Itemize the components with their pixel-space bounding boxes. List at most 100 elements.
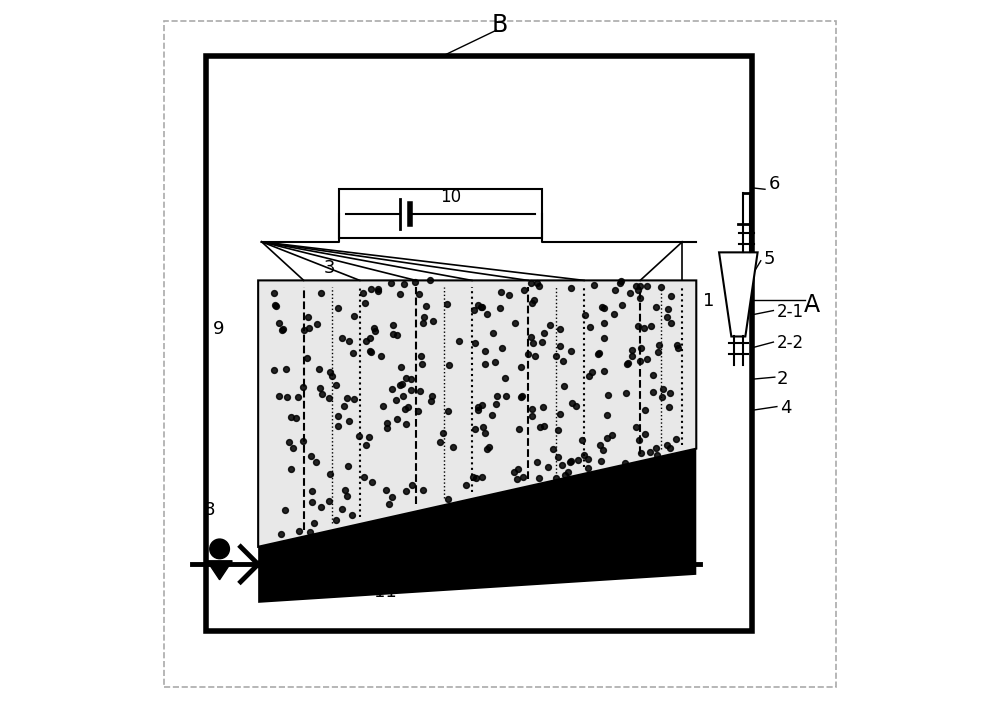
Point — [313, 287, 329, 299]
Point — [526, 294, 542, 306]
Point — [313, 502, 329, 513]
Point — [274, 325, 290, 336]
Point — [525, 337, 541, 348]
Point — [439, 298, 455, 309]
Point — [586, 280, 602, 291]
Point — [278, 363, 294, 374]
Point — [277, 505, 293, 516]
Point — [334, 503, 350, 514]
Point — [432, 437, 448, 448]
Point — [604, 430, 620, 441]
Point — [592, 440, 608, 451]
Point — [283, 463, 299, 475]
Point — [524, 297, 540, 308]
Point — [451, 335, 467, 346]
Point — [591, 347, 607, 358]
Point — [501, 289, 517, 300]
Point — [397, 404, 413, 415]
Point — [285, 442, 301, 454]
Point — [358, 335, 374, 346]
Circle shape — [210, 539, 229, 559]
Point — [655, 383, 671, 395]
Point — [473, 301, 489, 313]
Point — [288, 413, 304, 424]
Point — [378, 484, 394, 496]
Point — [513, 391, 529, 402]
Point — [424, 390, 440, 402]
Point — [514, 390, 530, 402]
Point — [385, 329, 401, 340]
Point — [613, 275, 629, 287]
Point — [366, 322, 382, 333]
Point — [295, 435, 311, 447]
Point — [574, 434, 590, 445]
Point — [529, 456, 545, 468]
Point — [358, 440, 374, 451]
Point — [362, 346, 378, 357]
Point — [474, 400, 490, 411]
Point — [477, 358, 493, 369]
Point — [550, 451, 566, 463]
Point — [302, 526, 318, 538]
Point — [398, 418, 414, 429]
Point — [624, 344, 640, 355]
Text: 4: 4 — [780, 399, 792, 417]
Point — [290, 392, 306, 403]
Point — [423, 396, 439, 407]
Point — [412, 386, 428, 397]
Point — [321, 496, 337, 507]
Point — [361, 431, 377, 442]
Point — [394, 379, 410, 390]
Point — [299, 353, 315, 364]
Point — [580, 454, 596, 465]
Point — [507, 318, 523, 329]
Point — [445, 442, 461, 453]
Point — [304, 496, 320, 508]
Point — [467, 423, 483, 435]
Point — [515, 471, 531, 482]
Point — [479, 308, 495, 320]
Point — [650, 346, 666, 358]
Point — [540, 462, 556, 473]
Point — [383, 277, 399, 288]
Point — [381, 498, 397, 510]
Point — [275, 323, 291, 334]
Point — [379, 418, 395, 429]
Point — [356, 472, 372, 483]
Point — [328, 380, 344, 391]
Point — [662, 442, 678, 454]
Point — [631, 435, 647, 446]
Point — [311, 364, 327, 375]
Point — [363, 347, 379, 358]
Point — [531, 280, 547, 291]
Point — [637, 404, 653, 416]
Point — [308, 457, 324, 468]
Point — [645, 369, 661, 381]
Point — [296, 325, 312, 336]
Point — [364, 477, 380, 488]
Point — [618, 388, 634, 399]
Point — [398, 485, 414, 496]
Point — [542, 320, 558, 331]
Point — [596, 332, 612, 343]
Point — [607, 285, 623, 296]
Point — [351, 430, 367, 442]
Point — [639, 353, 655, 365]
Point — [330, 410, 346, 421]
Point — [468, 472, 484, 484]
Point — [599, 433, 615, 444]
Point — [606, 308, 622, 319]
Point — [593, 456, 609, 467]
Text: 11: 11 — [374, 583, 397, 601]
Point — [532, 422, 548, 433]
Point — [628, 280, 644, 292]
Point — [474, 471, 490, 482]
Point — [396, 278, 412, 290]
Point — [628, 421, 644, 432]
Text: 2: 2 — [777, 369, 788, 388]
Point — [660, 304, 676, 315]
Text: 2-1: 2-1 — [777, 303, 804, 321]
Point — [393, 362, 409, 373]
Point — [328, 515, 344, 526]
Point — [477, 346, 493, 357]
